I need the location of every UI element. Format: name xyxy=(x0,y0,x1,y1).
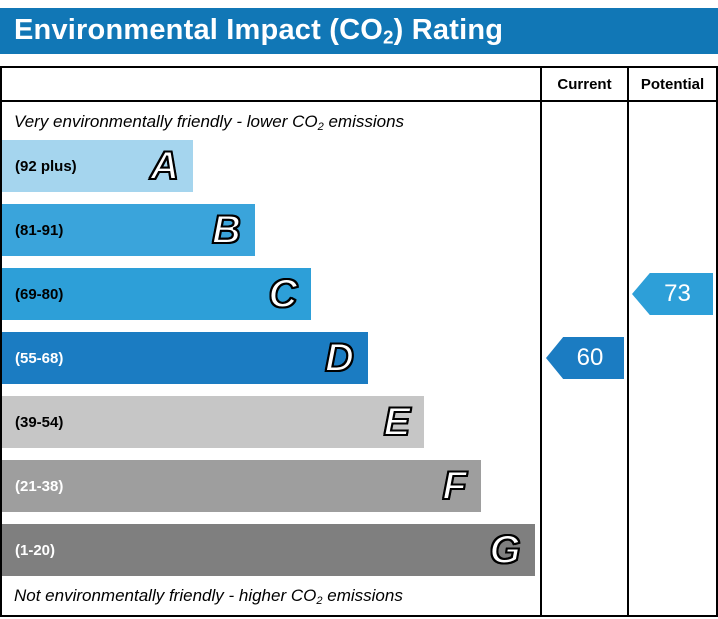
rating-table: Current Potential Very environmentally f… xyxy=(0,66,718,617)
band-c-bar: (69-80) C xyxy=(2,268,312,320)
top-note-suffix: emissions xyxy=(323,112,405,131)
band-c-letter: C xyxy=(267,272,298,316)
band-f-range-label: (21-38) xyxy=(15,477,64,495)
band-row-d: (55-68) D xyxy=(2,332,540,384)
top-note-subscript: 2 xyxy=(317,120,324,133)
potential-column-divider xyxy=(627,68,629,615)
title-suffix: ) Rating xyxy=(393,13,504,46)
band-row-f: (21-38) F xyxy=(2,460,540,512)
band-e-range-label: (39-54) xyxy=(15,413,64,431)
band-row-c: (69-80) C xyxy=(2,268,540,320)
band-g-bar: (1-20) G xyxy=(2,524,535,576)
current-column-header: Current xyxy=(557,75,612,93)
bottom-note-text: Not environmentally friendly - higher CO xyxy=(14,586,317,605)
band-a-letter: A xyxy=(149,144,180,188)
band-g-letter: G xyxy=(488,528,521,572)
band-b-bar: (81-91) B xyxy=(2,204,255,256)
top-note: Very environmentally friendly - lower CO… xyxy=(14,112,404,133)
current-column-divider xyxy=(540,68,542,615)
bottom-note-subscript: 2 xyxy=(316,594,323,607)
band-row-b: (81-91) B xyxy=(2,204,540,256)
title-banner: Environmental Impact (CO2) Rating xyxy=(0,8,718,54)
band-row-a: (92 plus) A xyxy=(2,140,540,192)
potential-rating-value: 73 xyxy=(664,280,691,307)
current-rating-value: 60 xyxy=(576,344,604,371)
band-row-e: (39-54) E xyxy=(2,396,540,448)
title-text: Environmental Impact (CO xyxy=(14,13,383,46)
band-d-bar: (55-68) D xyxy=(2,332,368,384)
band-f-letter: F xyxy=(441,464,467,508)
title-subscript: 2 xyxy=(382,26,394,48)
band-a-range-label: (92 plus) xyxy=(15,157,77,175)
band-e-bar: (39-54) E xyxy=(2,396,425,448)
bottom-note-suffix: emissions xyxy=(322,586,403,605)
band-a-bar: (92 plus) A xyxy=(2,140,193,192)
page-title: Environmental Impact (CO2) Rating xyxy=(0,14,503,49)
bottom-note: Not environmentally friendly - higher CO… xyxy=(14,586,403,607)
current-rating-arrow: 60 xyxy=(546,337,624,379)
band-d-range-label: (55-68) xyxy=(15,349,64,367)
band-row-g: (1-20) G xyxy=(2,524,540,576)
band-e-letter: E xyxy=(383,400,412,444)
header-underline xyxy=(2,100,716,102)
potential-column-header: Potential xyxy=(640,75,705,93)
band-d-letter: D xyxy=(324,336,355,380)
bands-area: (92 plus) A (81-91) B (69-80) C (55-68) xyxy=(2,140,540,588)
band-b-range-label: (81-91) xyxy=(15,221,64,239)
band-g-range-label: (1-20) xyxy=(15,541,56,559)
potential-rating-arrow: 73 xyxy=(632,273,713,315)
band-b-letter: B xyxy=(211,208,242,252)
band-c-range-label: (69-80) xyxy=(15,285,64,303)
band-f-bar: (21-38) F xyxy=(2,460,481,512)
top-note-text: Very environmentally friendly - lower CO xyxy=(14,112,318,131)
